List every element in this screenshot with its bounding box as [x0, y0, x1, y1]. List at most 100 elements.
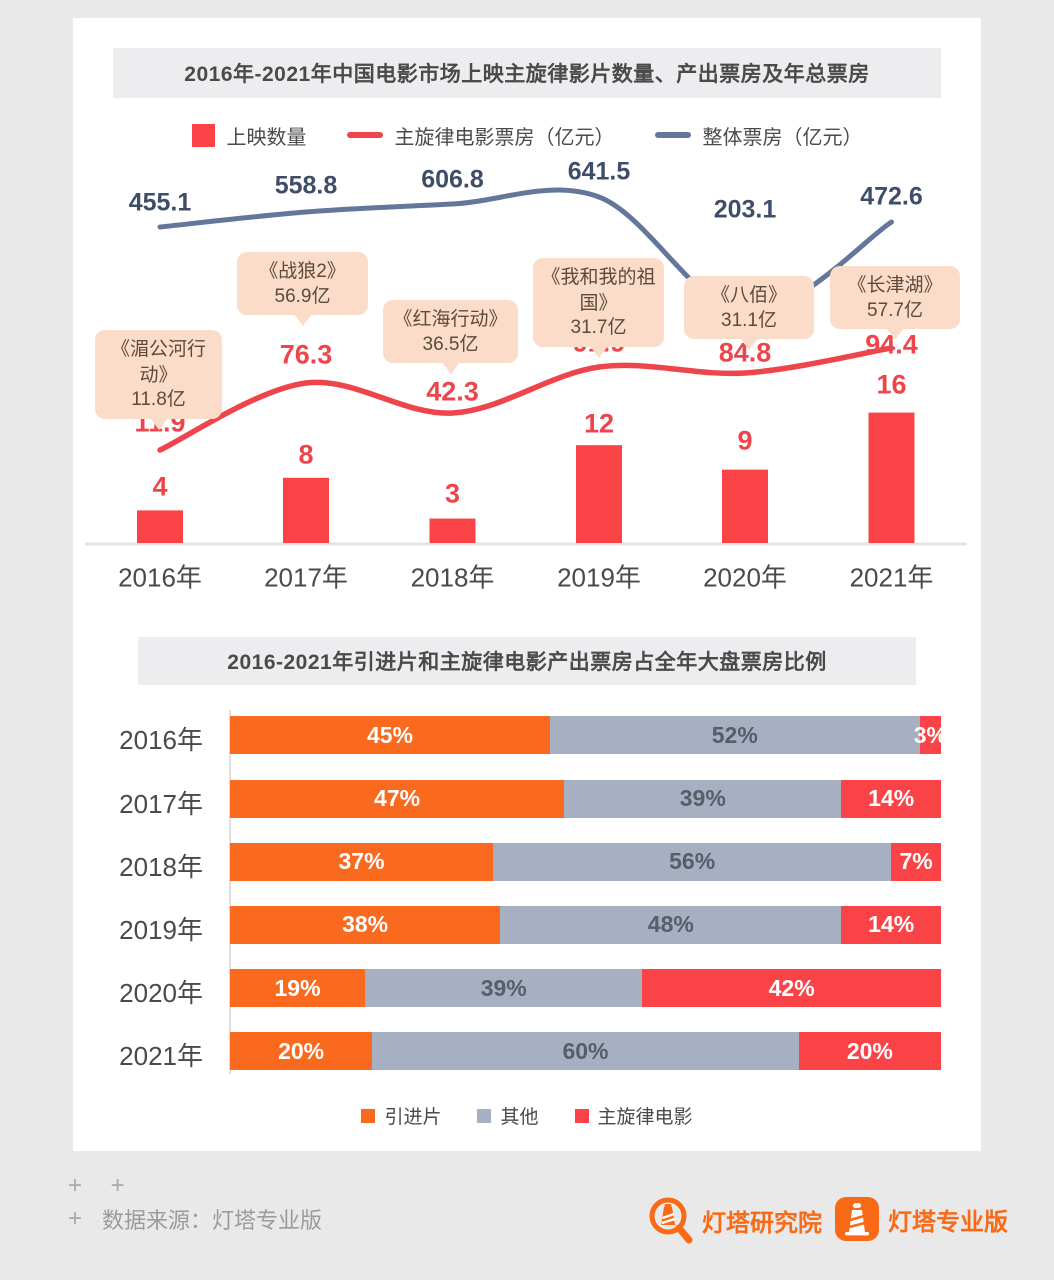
movie-title: 《长津湖》 [847, 275, 943, 296]
infographic-card: 2016年-2021年中国电影市场上映主旋律影片数量、产出票房及年总票房 上映数… [73, 18, 981, 1151]
release-count-value: 9 [737, 425, 753, 456]
data-source-row: + 数据来源：灯塔专业版 [68, 1203, 322, 1235]
legend-item: 引进片 [361, 1102, 441, 1129]
lighthouse-pro-logo: 灯塔专业版 [834, 1196, 1008, 1242]
year-row-label: 2020年 [119, 978, 203, 1008]
movie-title: 《战狼2》 [259, 261, 346, 282]
decorative-plus: + [68, 1205, 83, 1232]
stacked-segment: 47% [230, 779, 565, 818]
movie-annotation-callout: 《长津湖》 57.7亿 [830, 266, 960, 330]
stacked-segment: 39% [564, 779, 842, 818]
lighthouse-magnifier-icon [649, 1197, 693, 1244]
movie-boxoffice: 11.8亿 [131, 389, 186, 411]
main-melody-boxoffice-value: 42.3 [426, 376, 479, 407]
decorative-plus-marks: + + [68, 1172, 125, 1199]
release-count-bar [722, 469, 768, 543]
release-count-value: 4 [152, 471, 168, 502]
release-count-value: 3 [444, 478, 461, 509]
logo-text: 灯塔研究院 [702, 1209, 822, 1237]
x-axis-category: 2019年 [557, 562, 641, 593]
stacked-segment: 7% [891, 842, 941, 881]
stacked-bar-row: 47% 39% 14% [230, 779, 941, 818]
legend-label: 整体票房（亿元） [702, 126, 863, 149]
data-source-text: 数据来源：灯塔专业版 [102, 1208, 323, 1233]
movie-boxoffice: 57.7亿 [867, 299, 923, 321]
chart2-axis-line [229, 710, 231, 1074]
year-row-label: 2016年 [119, 725, 203, 755]
movie-title: 《红海行动》 [393, 309, 508, 330]
release-count-bar [429, 518, 476, 543]
stacked-bar-row: 37% 56% 7% [230, 842, 941, 881]
legend-item: 主旋律电影 [574, 1102, 693, 1129]
stacked-segment: 14% [841, 905, 941, 944]
legend-swatch-icon [574, 1108, 589, 1123]
legend-item-blue-line: 整体票房（亿元） [654, 121, 863, 150]
stacked-segment: 20% [798, 1032, 941, 1070]
legend-item-bar: 上映数量 [191, 121, 307, 150]
stacked-segment: 52% [549, 716, 920, 754]
lighthouse-app-icon [835, 1197, 879, 1241]
movie-title: 《八佰》 [710, 285, 787, 306]
stacked-segment: 60% [372, 1032, 799, 1070]
chart2-legend: 引进片 其他 主旋律电影 [73, 1102, 981, 1129]
lighthouse-research-logo: 灯塔研究院 [648, 1196, 822, 1244]
legend-swatch-icon [361, 1108, 376, 1123]
legend-label: 主旋律电影票房（亿元） [394, 126, 615, 149]
stacked-segment: 48% [500, 905, 842, 944]
stacked-segment: 14% [841, 779, 941, 818]
stacked-bar-row: 19% 39% 42% [230, 969, 941, 1007]
main-melody-boxoffice-line [157, 345, 895, 453]
release-count-value: 16 [876, 369, 907, 400]
bar-swatch-icon [191, 123, 215, 147]
chart1-legend: 上映数量 主旋律电影票房（亿元） 整体票房（亿元） [73, 115, 981, 155]
stacked-segment: 39% [365, 969, 643, 1007]
stacked-segment: 56% [493, 842, 892, 881]
release-count-bar [576, 445, 622, 543]
blue-line-swatch-icon [654, 132, 691, 138]
total-boxoffice-value: 641.5 [567, 157, 631, 186]
x-axis-category: 2016年 [118, 562, 202, 593]
year-row-label: 2019年 [119, 914, 203, 945]
legend-label: 引进片 [384, 1107, 442, 1128]
year-row-label: 2021年 [119, 1041, 203, 1071]
movie-boxoffice: 31.7亿 [570, 317, 627, 339]
year-row-label: 2018年 [119, 851, 203, 882]
chart1-title: 2016年-2021年中国电影市场上映主旋律影片数量、产出票房及年总票房 [113, 48, 941, 98]
total-boxoffice-value: 455.1 [128, 188, 192, 217]
logo-text: 灯塔专业版 [888, 1208, 1008, 1236]
legend-label: 主旋律电影 [597, 1107, 693, 1128]
stacked-segment: 42% [642, 969, 941, 1007]
legend-swatch-icon [477, 1108, 492, 1123]
movie-annotation-callout: 《我和我的祖国》 31.7亿 [533, 258, 664, 347]
movie-annotation-callout: 《湄公河行动》 11.8亿 [95, 330, 222, 419]
chart2-title: 2016-2021年引进片和主旋律电影产出票房占全年大盘票房比例 [138, 637, 916, 685]
movie-annotation-callout: 《八佰》 31.1亿 [684, 276, 814, 340]
movie-annotation-callout: 《红海行动》 36.5亿 [383, 300, 518, 364]
total-boxoffice-value: 606.8 [421, 165, 484, 194]
release-count-value: 12 [583, 408, 615, 439]
legend-label: 其他 [500, 1107, 539, 1128]
x-axis-category: 2020年 [703, 562, 787, 593]
year-row-label: 2017年 [119, 788, 203, 819]
movie-title: 《我和我的祖国》 [541, 267, 656, 314]
combo-chart-canvas [85, 187, 967, 546]
red-line-swatch-icon [346, 132, 383, 138]
stacked-segment: 45% [230, 716, 550, 754]
x-axis-category: 2018年 [410, 562, 495, 593]
stacked-segment: 37% [230, 842, 494, 881]
x-axis-category: 2021年 [849, 562, 934, 593]
stacked-bar-row: 20% 60% 20% [230, 1032, 941, 1070]
main-melody-boxoffice-value: 76.3 [279, 339, 333, 370]
stacked-segment: 19% [230, 969, 366, 1007]
release-count-bar [283, 477, 329, 543]
total-boxoffice-value: 558.8 [274, 171, 338, 200]
legend-item-red-line: 主旋律电影票房（亿元） [346, 121, 615, 150]
movie-annotation-callout: 《战狼2》 56.9亿 [237, 252, 368, 316]
movie-boxoffice: 36.5亿 [422, 333, 479, 355]
total-boxoffice-value: 203.1 [713, 195, 777, 224]
movie-boxoffice: 31.1亿 [721, 309, 777, 331]
movie-boxoffice: 56.9亿 [274, 285, 331, 307]
total-boxoffice-value: 472.6 [860, 182, 923, 211]
legend-item: 其他 [477, 1102, 539, 1129]
